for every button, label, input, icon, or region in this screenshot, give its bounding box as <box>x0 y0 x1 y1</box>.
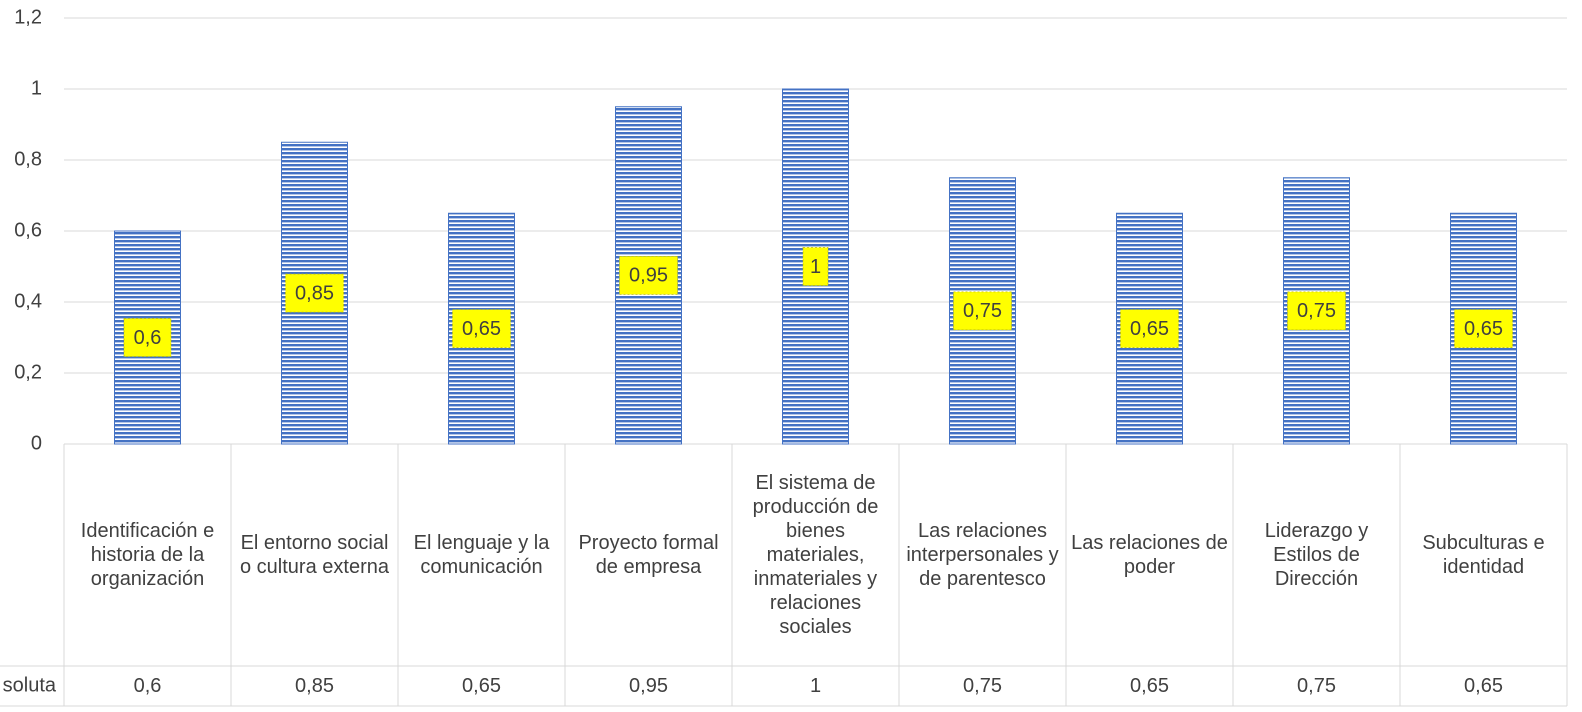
data-label: 0,65 <box>1130 318 1169 340</box>
data-label: 0,6 <box>134 327 162 349</box>
category-cell: Proyecto formal de empresa <box>578 532 719 578</box>
y-tick-label: 0,4 <box>14 290 42 312</box>
table-value: 0,75 <box>963 675 1002 697</box>
y-tick-label: 1,2 <box>14 6 42 28</box>
category-cell: Liderazgo y Estilos de Dirección <box>1264 520 1369 590</box>
data-label-box <box>953 291 1012 331</box>
table-value: 0,75 <box>1297 675 1336 697</box>
data-label: 0,75 <box>1297 300 1336 322</box>
data-label: 0,65 <box>462 318 501 340</box>
data-label-box <box>285 273 344 313</box>
category-cell: El lenguaje y la comunicación <box>413 532 550 578</box>
data-label-box <box>452 309 511 349</box>
y-tick-label: 1 <box>31 77 42 99</box>
data-label-box <box>123 318 172 357</box>
category-cell: Las relaciones de poder <box>1071 532 1228 578</box>
data-label: 0,85 <box>295 282 334 304</box>
category-cell: Las relaciones interpersonales y de pare… <box>906 520 1059 590</box>
category-cell: Subculturas e identidad <box>1422 532 1545 578</box>
table-value: 0,95 <box>629 675 668 697</box>
data-label-box <box>619 255 678 295</box>
table-value: 0,65 <box>1130 675 1169 697</box>
legend-entry: soluta <box>3 674 57 696</box>
data-label: 0,65 <box>1464 318 1503 340</box>
table-value: 0,85 <box>295 675 334 697</box>
data-label-box <box>1120 309 1179 349</box>
y-tick-label: 0 <box>31 432 42 454</box>
data-label-box <box>1454 309 1513 349</box>
y-tick-label: 0,2 <box>14 361 42 383</box>
category-cell: Identificación e historia de la organiza… <box>80 520 215 590</box>
data-label: 0,95 <box>629 265 668 287</box>
y-tick-label: 0,8 <box>14 148 42 170</box>
data-label: 1 <box>810 256 821 278</box>
table-value: 0,65 <box>1464 675 1503 697</box>
category-cell: El sistema de producción de bienes mater… <box>752 472 879 638</box>
table-value: 1 <box>809 675 822 697</box>
y-tick-label: 0,6 <box>14 219 42 241</box>
data-label-box <box>1287 291 1346 331</box>
data-label: 0,75 <box>963 300 1002 322</box>
table-value: 0,65 <box>462 675 501 697</box>
data-label-box <box>802 247 829 286</box>
category-cell: El entorno social o cultura externa <box>240 532 389 578</box>
table-value: 0,6 <box>133 675 162 697</box>
